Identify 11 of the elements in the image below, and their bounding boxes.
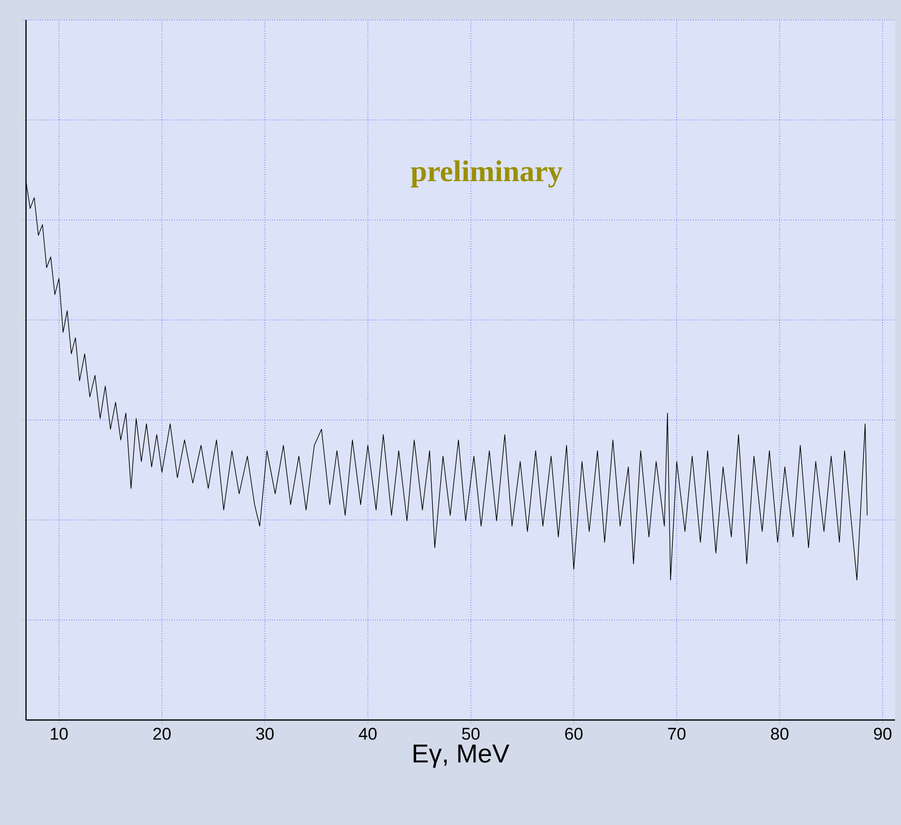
- x-tick-label: 90: [874, 728, 892, 740]
- x-tick-label: 40: [358, 728, 377, 740]
- x-axis-title: Eγ, MeV: [414, 744, 510, 768]
- x-tick-label: 30: [256, 728, 274, 740]
- x-tick-label: 70: [668, 728, 686, 740]
- annotation: preliminary: [410, 160, 562, 188]
- x-tick-label: 10: [50, 728, 68, 740]
- x-tick-label: 50: [462, 728, 480, 740]
- x-tick-label: 80: [771, 728, 788, 740]
- x-tick-label: 60: [565, 728, 583, 740]
- x-tick-label: 20: [153, 728, 171, 740]
